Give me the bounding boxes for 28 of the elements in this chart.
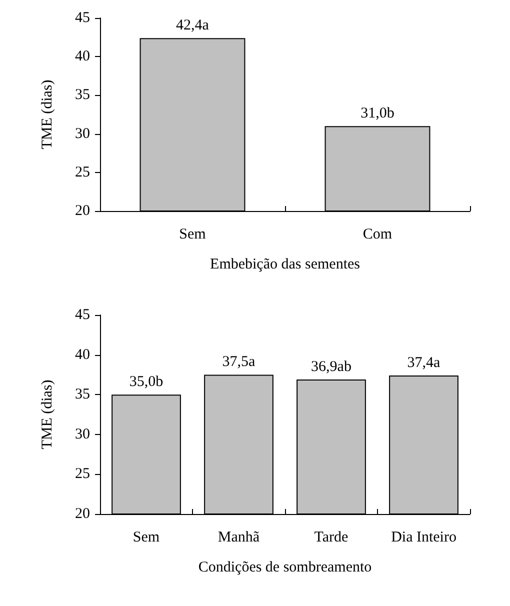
x-tick-label: Manhã (218, 530, 260, 546)
data-label: 37,4a (407, 354, 441, 371)
y-tick-label: 45 (75, 307, 90, 323)
y-tick-label: 35 (75, 87, 90, 104)
data-label: 36,9ab (311, 358, 352, 375)
x-tick-label: Tarde (314, 530, 349, 546)
data-label: 42,4a (176, 18, 210, 34)
y-tick-label: 40 (75, 346, 90, 363)
y-tick-label: 20 (75, 203, 90, 219)
y-tick-label: 25 (75, 466, 90, 482)
y-tick-label: 35 (75, 386, 90, 403)
y-axis-title: TME (dias) (40, 380, 56, 450)
x-axis-title: Embebição das sementes (210, 256, 360, 272)
y-tick-label: 30 (75, 126, 90, 142)
x-axis-title: Condições de sombreamento (198, 560, 372, 576)
data-label: 35,0b (129, 374, 164, 390)
y-tick-label: 45 (75, 10, 90, 26)
y-tick-label: 30 (75, 426, 90, 442)
x-tick-label: Sem (132, 530, 160, 546)
x-tick-label: Dia Inteiro (391, 530, 456, 546)
y-tick-label: 40 (75, 48, 90, 65)
data-label: 31,0b (360, 106, 394, 122)
x-tick-label: Com (362, 226, 392, 242)
y-axis-title: TME (dias) (40, 80, 56, 150)
data-label: 37,5a (222, 354, 256, 370)
y-tick-label: 20 (75, 506, 90, 522)
y-tick-label: 25 (75, 164, 90, 180)
x-tick-label: Sem (179, 226, 206, 242)
